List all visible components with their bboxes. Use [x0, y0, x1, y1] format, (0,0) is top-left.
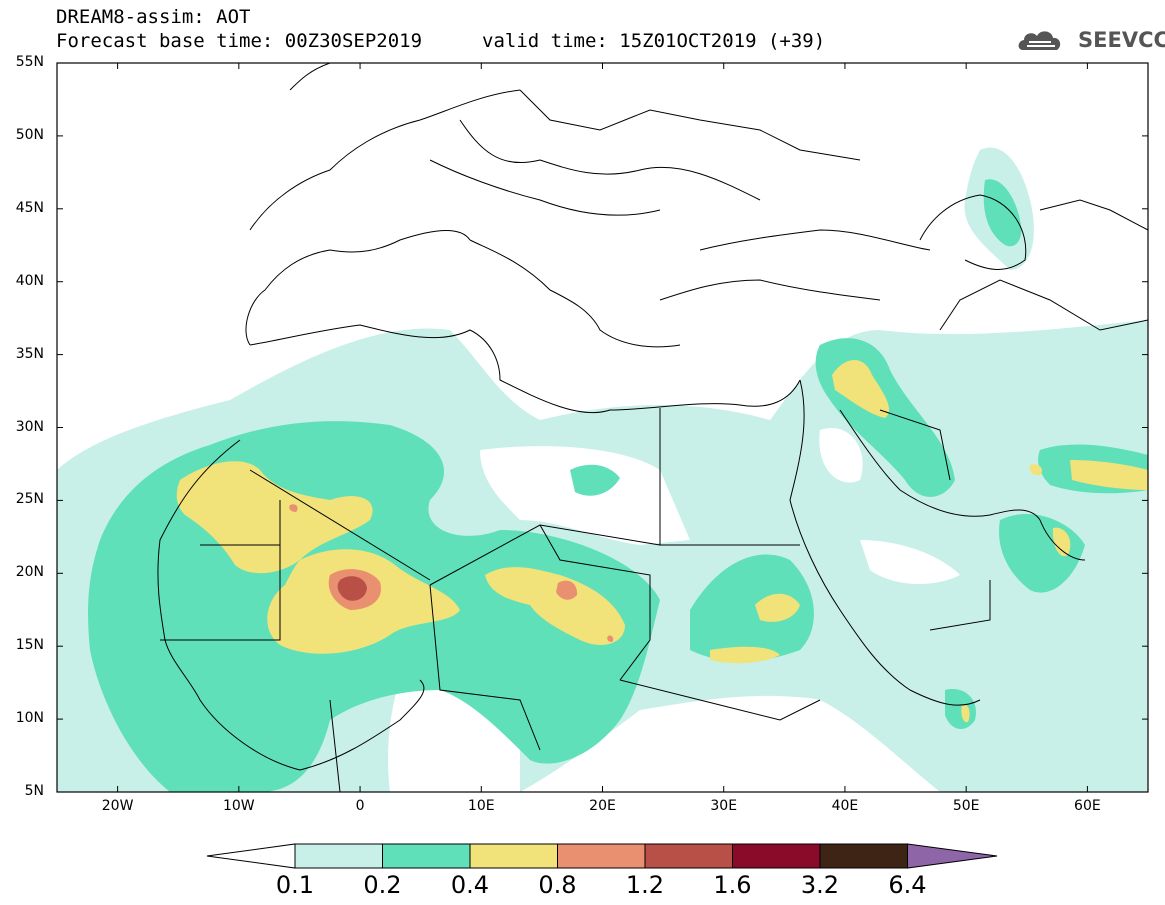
legend-level-label: 0.4 [450, 871, 490, 899]
legend-level-label: 6.4 [888, 871, 927, 899]
forecast-base-time: Forecast base time: 00Z30SEP2019 [56, 30, 423, 52]
seevccc-logo: SEEVCCC [1078, 28, 1165, 52]
lon-label: 10E [467, 798, 495, 814]
axis-ticks [57, 62, 1148, 793]
legend-level-label: 0.2 [363, 871, 402, 899]
cloud-icon [1018, 31, 1061, 50]
map-title: DREAM8-assim: AOT [56, 6, 251, 28]
legend-level-label: 3.2 [800, 871, 840, 899]
lat-label: 45N [15, 199, 44, 216]
lat-label: 40N [15, 272, 44, 289]
lon-label: 20E [589, 798, 616, 814]
lon-label: 30E [710, 798, 738, 814]
lon-label: 0 [355, 798, 365, 814]
lon-label: 60E [1074, 798, 1101, 814]
lat-label: 20N [15, 564, 44, 581]
lat-label: 25N [15, 491, 44, 508]
valid-time: valid time: 15Z01OCT2019 (+39) [482, 30, 826, 52]
lon-label: 50E [952, 798, 980, 814]
legend-level-label: 1.2 [625, 871, 665, 899]
lat-label: 10N [15, 710, 44, 727]
lon-label: 10W [222, 798, 255, 814]
lon-label: 20W [101, 798, 134, 814]
aot-contours [57, 63, 1148, 792]
lat-label: 5N [24, 783, 44, 799]
lat-label: 55N [15, 54, 44, 70]
lat-label: 15N [15, 637, 44, 654]
coastlines [157, 63, 1148, 792]
lat-label: 30N [15, 418, 44, 435]
lat-label: 50N [15, 126, 44, 143]
legend-level-label: 0.1 [275, 871, 315, 899]
lat-label: 35N [15, 345, 44, 362]
aot-level-1.2 [337, 576, 367, 601]
legend-level-label: 1.6 [713, 871, 752, 899]
legend-level-label: 0.8 [538, 871, 577, 899]
lon-label: 40E [831, 798, 859, 814]
